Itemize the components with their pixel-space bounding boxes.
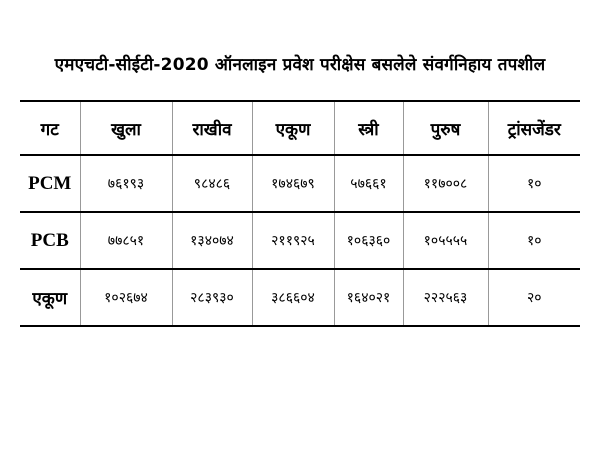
cell: १० (487, 212, 580, 269)
table-row: एकूण १०२६७४ २८३९३० ३८६६०४ १६४०२१ २२२५६३ … (20, 269, 580, 326)
cell: ११७००८ (402, 155, 488, 212)
header-group: गट (40, 119, 59, 140)
cell-group: PCB (30, 229, 69, 251)
cell: १६४०२१ (333, 269, 403, 326)
page-title: एमएचटी-सीईटी-2020 ऑनलाइन प्रवेश परीक्षेस… (54, 55, 546, 75)
cell: २२२५६३ (402, 269, 488, 326)
cell: १०२६७४ (79, 269, 172, 326)
category-wise-table: गट खुला राखीव एकूण स्त्री पुरुष ट्रांसजे… (20, 100, 580, 327)
table-row: PCM ७६१९३ ९८४८६ १७४६७९ ५७६६१ ११७००८ १० (20, 155, 580, 212)
cell: ७७८५१ (79, 212, 172, 269)
cell: ७६१९३ (79, 155, 172, 212)
table-row: PCB ७७८५१ १३४०७४ २११९२५ १०६३६० १०५५५५ १० (20, 212, 580, 269)
header-total: एकूण (251, 101, 334, 155)
header-row: गट खुला राखीव एकूण स्त्री पुरुष ट्रांसजे… (20, 101, 580, 155)
cell: १३४०७४ (171, 212, 252, 269)
cell: २८३९३० (171, 269, 252, 326)
cell: १०५५५५ (402, 212, 488, 269)
header-male: पुरुष (402, 101, 488, 155)
cell: ३८६६०४ (251, 269, 334, 326)
cell: २११९२५ (251, 212, 334, 269)
cell: १७४६७९ (251, 155, 334, 212)
cell: ९८४८६ (171, 155, 252, 212)
cell-group: एकूण (32, 289, 68, 309)
header-open: खुला (79, 101, 172, 155)
header-female: स्त्री (333, 101, 403, 155)
cell: १०६३६० (333, 212, 403, 269)
header-transgender: ट्रांसजेंडर (487, 101, 580, 155)
header-reserved: राखीव (171, 101, 252, 155)
cell-group: PCM (28, 172, 72, 194)
cell: ५७६६१ (333, 155, 403, 212)
cell: २० (487, 269, 580, 326)
cell: १० (487, 155, 580, 212)
